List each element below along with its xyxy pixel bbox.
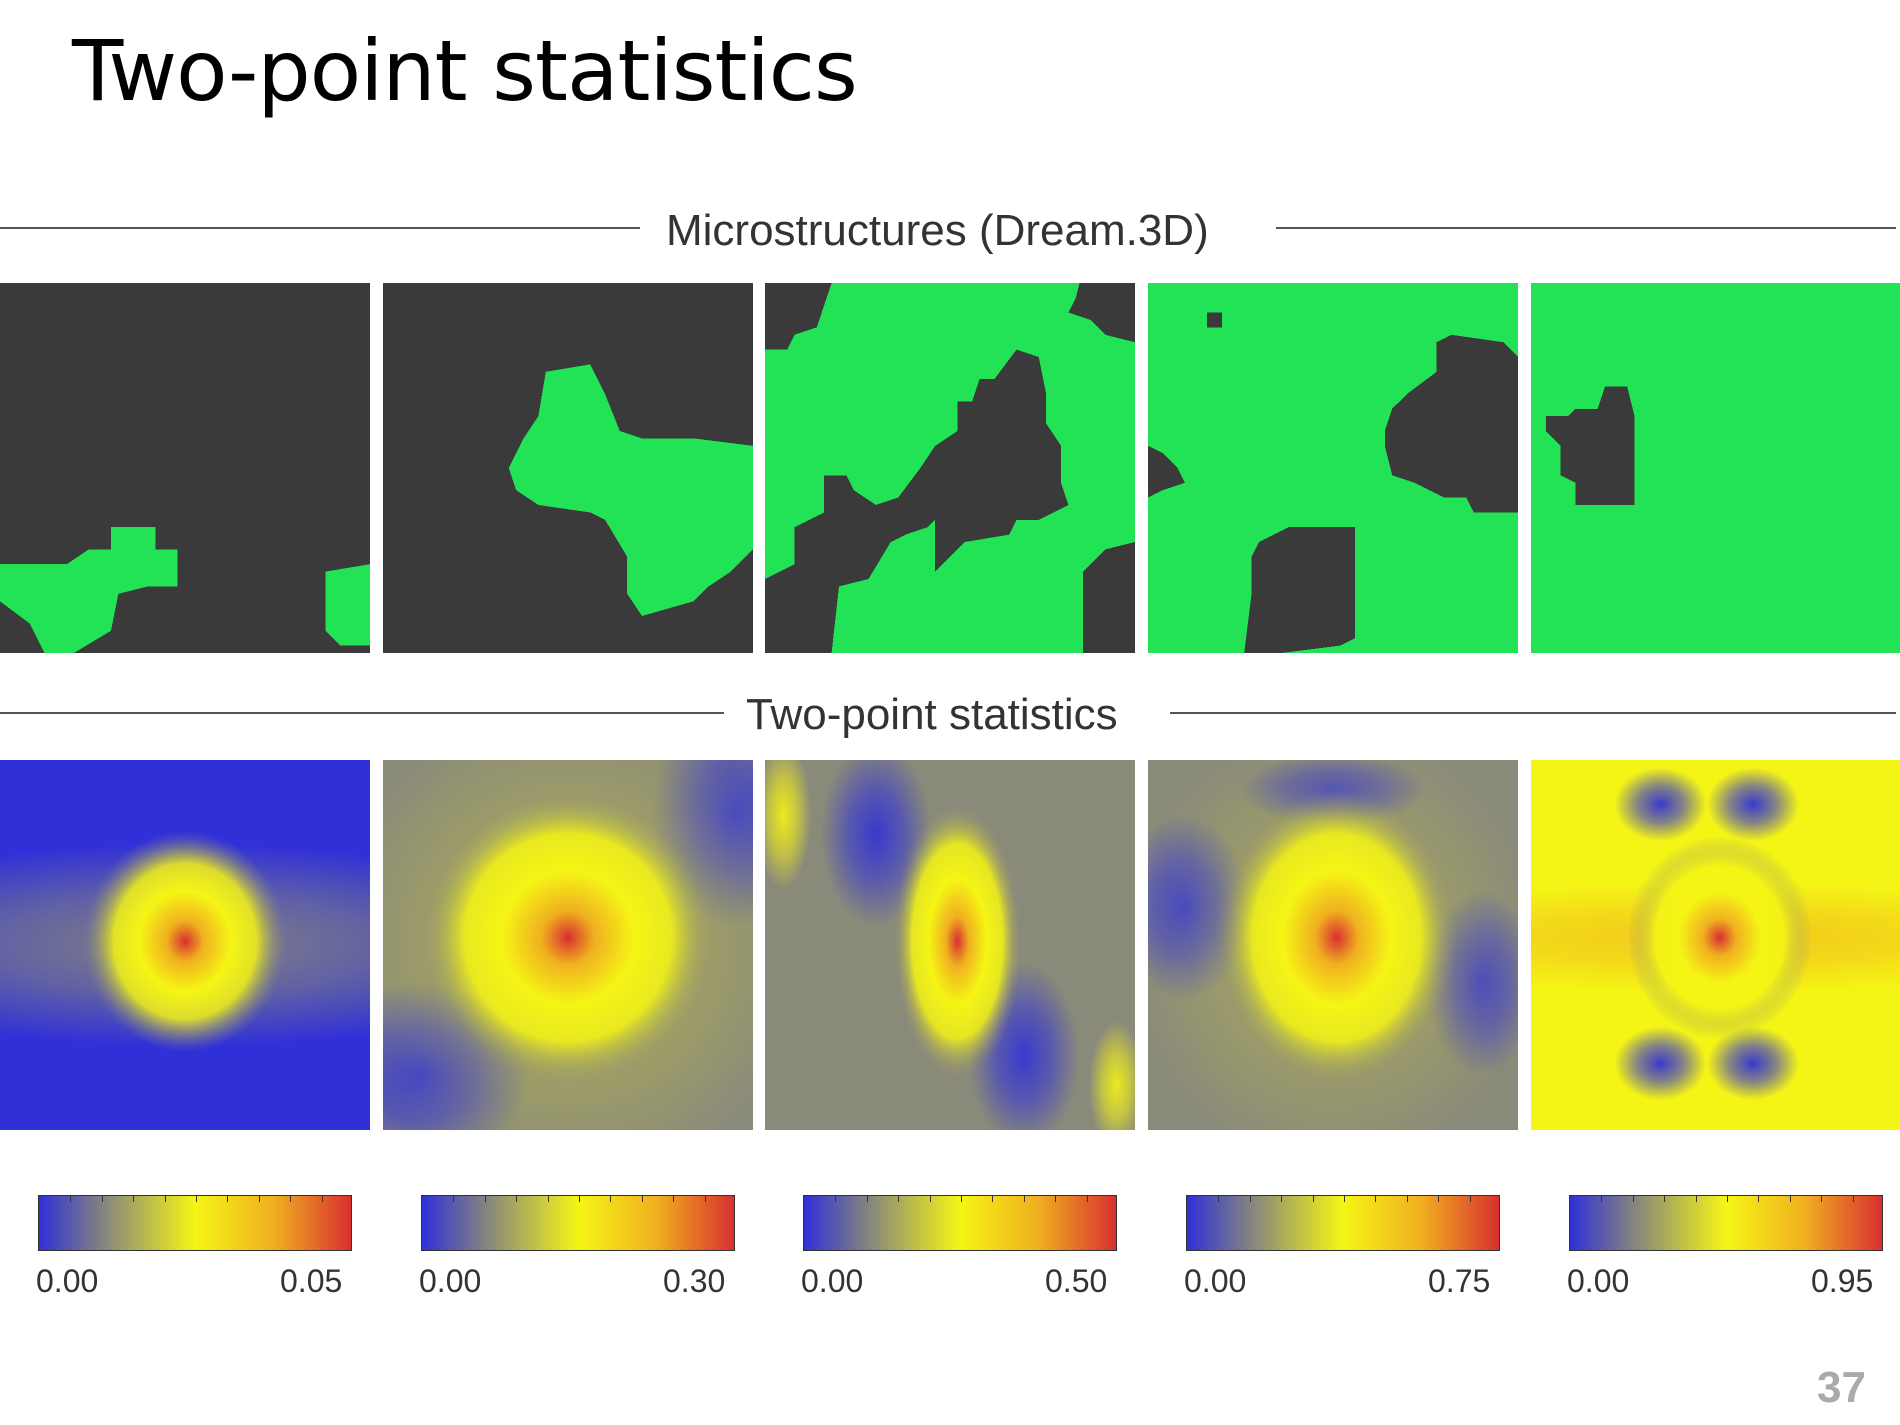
colorbar-tick (1438, 1196, 1440, 1202)
colorbar-tick (673, 1196, 675, 1202)
colorbar-max-label: 0.30 (663, 1263, 726, 1299)
colorbar-tick (1375, 1196, 1377, 1202)
slide-title: Two-point statistics (72, 22, 858, 120)
colorbar-tick (453, 1196, 455, 1202)
colorbar-tick (1632, 1196, 1634, 1202)
phase-region (765, 349, 1069, 653)
colorbar-tick (1344, 1196, 1345, 1202)
section-rule-left (0, 227, 640, 229)
colorbar-tick (1821, 1196, 1823, 1202)
colorbar (803, 1195, 1117, 1251)
colorbar-tick (227, 1196, 229, 1202)
colorbar-tick (1218, 1196, 1220, 1202)
colorbar (38, 1195, 352, 1251)
colorbar-tick (1055, 1196, 1057, 1202)
correlation-peak (0, 760, 370, 1130)
colorbar-tick (290, 1196, 292, 1202)
colorbar-min-label: 0.00 (1184, 1263, 1247, 1299)
colorbar-tick (133, 1196, 135, 1202)
phase-region (765, 283, 832, 350)
colorbar-tick (835, 1196, 837, 1202)
colorbar-tick (1789, 1196, 1791, 1202)
colorbar-tick (610, 1196, 612, 1202)
colorbar-tick (929, 1196, 931, 1202)
statistics-panel (383, 760, 753, 1130)
colorbar (1569, 1195, 1883, 1251)
colorbar-tick (547, 1196, 549, 1202)
colorbar-tick (898, 1196, 900, 1202)
microstructure-panel (0, 283, 370, 653)
colorbar-tick (1312, 1196, 1314, 1202)
colorbar-min-label: 0.00 (801, 1263, 864, 1299)
correlation-peak (1531, 760, 1900, 1130)
page-number: 37 (1817, 1363, 1866, 1412)
colorbar-tick (704, 1196, 706, 1202)
colorbar-tick (1249, 1196, 1251, 1202)
colorbar-tick (641, 1196, 643, 1202)
colorbar-tick (1664, 1196, 1666, 1202)
colorbar-tick (1727, 1196, 1728, 1202)
phase-region (1244, 527, 1356, 653)
section-rule-right (1170, 712, 1896, 714)
section-label-statistics: Two-point statistics (746, 690, 1118, 739)
colorbar-tick (70, 1196, 72, 1202)
colorbar-tick (1469, 1196, 1471, 1202)
correlation-peak (765, 760, 1135, 1130)
colorbar-tick (1758, 1196, 1760, 1202)
colorbar-tick (1601, 1196, 1603, 1202)
statistics-panel (1531, 760, 1900, 1130)
phase-region (1083, 542, 1135, 653)
colorbar-tick (1086, 1196, 1088, 1202)
colorbar-min-label: 0.00 (1567, 1263, 1630, 1299)
colorbar-tick (196, 1196, 197, 1202)
statistics-panel (1148, 760, 1518, 1130)
colorbar-tick (992, 1196, 994, 1202)
phase-region (325, 564, 370, 646)
section-label-microstructures: Microstructures (Dream.3D) (666, 206, 1209, 255)
phase-region (1148, 445, 1185, 498)
colorbar-max-label: 0.05 (280, 1263, 343, 1299)
colorbar-tick (1281, 1196, 1283, 1202)
colorbar-tick (1852, 1196, 1854, 1202)
microstructure-panel (383, 283, 753, 653)
section-rule-right (1276, 227, 1896, 229)
phase-region (1207, 312, 1222, 328)
section-rule-left (0, 712, 724, 714)
phase-region (1068, 283, 1135, 343)
phase-region (0, 527, 178, 653)
colorbar-tick (484, 1196, 486, 1202)
statistics-panel (765, 760, 1135, 1130)
phase-region (1545, 386, 1635, 505)
colorbar-tick (1695, 1196, 1697, 1202)
statistics-panel (0, 760, 370, 1130)
colorbar-max-label: 0.50 (1045, 1263, 1108, 1299)
colorbar-min-label: 0.00 (36, 1263, 99, 1299)
colorbar-tick (1406, 1196, 1408, 1202)
colorbar-max-label: 0.75 (1428, 1263, 1491, 1299)
microstructure-panel (1148, 283, 1518, 653)
colorbar-tick (961, 1196, 962, 1202)
colorbar-tick (516, 1196, 518, 1202)
colorbar-min-label: 0.00 (419, 1263, 482, 1299)
colorbar-tick (321, 1196, 323, 1202)
phase-region (1384, 334, 1518, 513)
colorbar-tick (164, 1196, 166, 1202)
colorbar-tick (101, 1196, 103, 1202)
phase-region (508, 364, 753, 616)
microstructure-panel (765, 283, 1135, 653)
correlation-peak (1148, 760, 1518, 1130)
colorbar-tick (258, 1196, 260, 1202)
colorbar (421, 1195, 735, 1251)
colorbar-tick (866, 1196, 868, 1202)
microstructure-panel (1531, 283, 1900, 653)
colorbar-tick (1023, 1196, 1025, 1202)
colorbar-tick (579, 1196, 580, 1202)
correlation-peak (383, 760, 753, 1130)
colorbar (1186, 1195, 1500, 1251)
colorbar-max-label: 0.95 (1811, 1263, 1874, 1299)
